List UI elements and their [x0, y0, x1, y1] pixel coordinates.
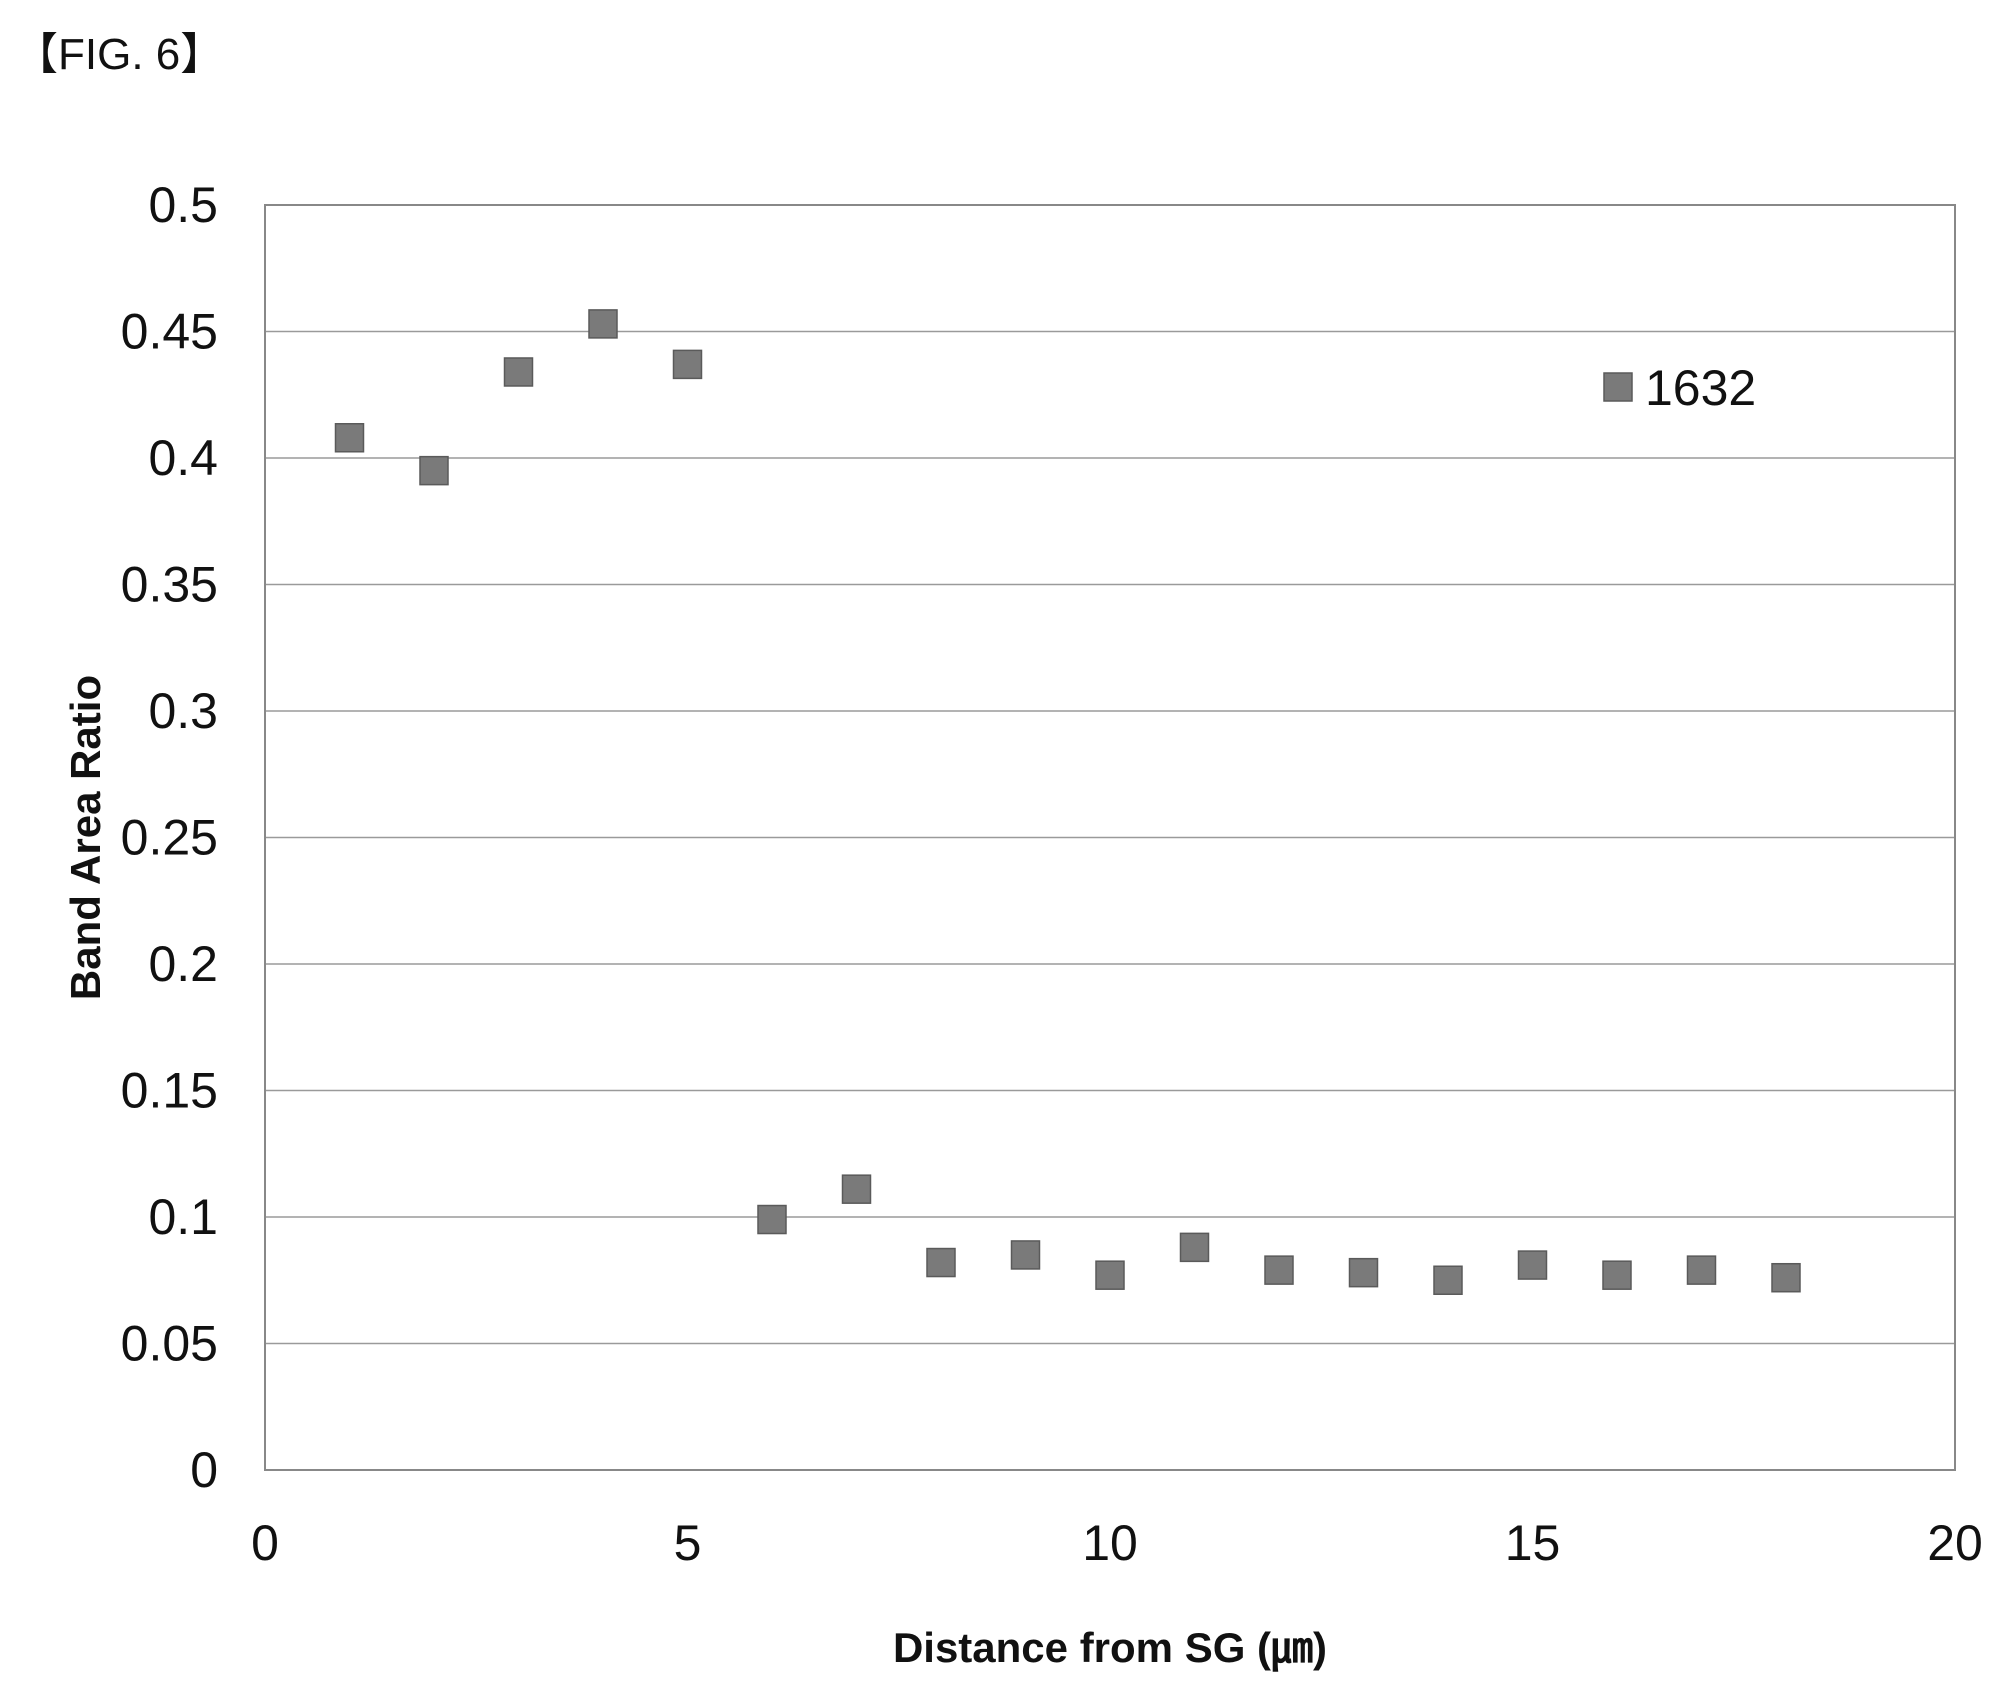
y-tick-label: 0.35 — [121, 557, 218, 613]
y-axis-title: Band Area Ratio — [62, 675, 109, 1000]
x-tick-label: 15 — [1505, 1515, 1561, 1571]
y-tick-label: 0.4 — [148, 430, 218, 486]
data-point — [841, 1174, 872, 1204]
y-tick-label: 0.15 — [121, 1063, 218, 1119]
data-points — [334, 309, 1801, 1295]
y-tick-label: 0.1 — [148, 1189, 218, 1245]
y-tick-label: 0.05 — [121, 1316, 218, 1372]
data-point — [1602, 1260, 1632, 1290]
data-point — [926, 1247, 956, 1278]
data-point — [1433, 1265, 1463, 1295]
y-tick-label: 0.25 — [121, 810, 218, 866]
legend-marker — [1603, 372, 1633, 402]
data-point — [672, 349, 703, 380]
y-axis-ticks: 0 0.05 0.1 0.15 0.2 0.25 0.3 0.35 0.4 0.45 0.5 — [121, 177, 218, 1498]
data-point — [419, 455, 449, 486]
y-tick-label: 0 — [190, 1442, 218, 1498]
data-point — [1348, 1257, 1379, 1288]
data-point — [588, 309, 618, 339]
figure-label: 【FIG. 6】 — [14, 30, 225, 79]
data-point — [334, 423, 365, 453]
y-tick-label: 0.2 — [148, 936, 218, 992]
data-point — [1686, 1255, 1717, 1285]
x-tick-label: 0 — [251, 1515, 279, 1571]
data-point — [503, 357, 534, 387]
data-point — [1517, 1250, 1548, 1280]
x-tick-label: 5 — [674, 1515, 702, 1571]
data-point — [1771, 1262, 1801, 1293]
data-point — [757, 1204, 787, 1235]
gridlines — [265, 330, 1955, 1345]
x-tick-label: 10 — [1082, 1515, 1138, 1571]
legend-label: 1632 — [1645, 360, 1756, 416]
data-point — [1264, 1255, 1294, 1285]
plot-area — [264, 204, 1956, 1471]
y-tick-label: 0.45 — [121, 304, 218, 360]
x-axis-ticks: 0 5 10 15 20 — [251, 1515, 1983, 1571]
y-tick-label: 0.3 — [148, 683, 218, 739]
y-tick-label: 0.5 — [148, 177, 218, 233]
data-point — [1010, 1240, 1041, 1270]
data-point — [1179, 1232, 1210, 1263]
legend: 1632 — [1603, 360, 1756, 416]
data-point — [1095, 1260, 1125, 1290]
x-tick-label: 20 — [1927, 1515, 1983, 1571]
x-axis-title: Distance from SG (㎛) — [893, 1624, 1327, 1672]
